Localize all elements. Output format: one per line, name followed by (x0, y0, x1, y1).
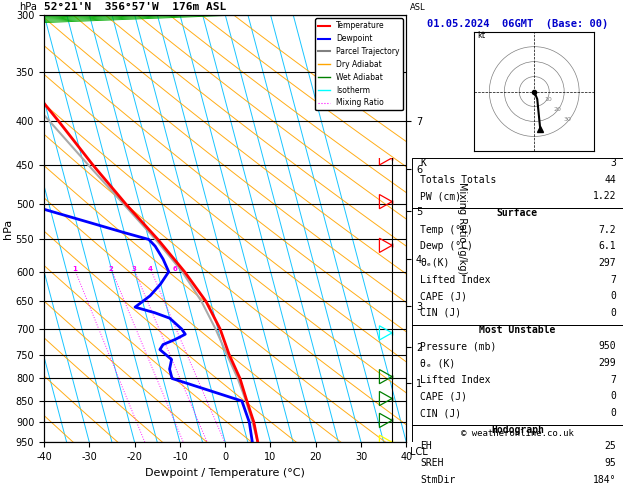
Text: 7.2: 7.2 (599, 225, 616, 235)
Text: CIN (J): CIN (J) (421, 408, 462, 418)
Text: Pressure (mb): Pressure (mb) (421, 341, 497, 351)
Text: © weatheronline.co.uk: © weatheronline.co.uk (461, 429, 574, 438)
Text: Dewp (°C): Dewp (°C) (421, 241, 474, 251)
Text: 950: 950 (599, 341, 616, 351)
X-axis label: Dewpoint / Temperature (°C): Dewpoint / Temperature (°C) (145, 468, 305, 478)
Text: 44: 44 (604, 174, 616, 185)
Text: 0: 0 (611, 308, 616, 318)
Y-axis label: hPa: hPa (3, 218, 13, 239)
Legend: Temperature, Dewpoint, Parcel Trajectory, Dry Adiabat, Wet Adiabat, Isotherm, Mi: Temperature, Dewpoint, Parcel Trajectory… (315, 18, 403, 110)
Text: K: K (421, 158, 426, 168)
Text: 184°: 184° (593, 475, 616, 485)
Text: CAPE (J): CAPE (J) (421, 391, 467, 401)
Text: Temp (°C): Temp (°C) (421, 225, 474, 235)
Text: 297: 297 (599, 258, 616, 268)
Text: 7: 7 (611, 275, 616, 285)
Text: 1: 1 (72, 266, 77, 272)
Text: CIN (J): CIN (J) (421, 308, 462, 318)
Text: 4: 4 (148, 266, 153, 272)
Text: 2: 2 (109, 266, 113, 272)
Text: 95: 95 (604, 458, 616, 468)
Text: 1.22: 1.22 (593, 191, 616, 201)
Text: 3: 3 (611, 158, 616, 168)
Text: 25: 25 (604, 441, 616, 451)
Text: StmDir: StmDir (421, 475, 456, 485)
Text: SREH: SREH (421, 458, 444, 468)
Text: Most Unstable: Most Unstable (479, 325, 555, 335)
Text: Hodograph: Hodograph (491, 425, 544, 434)
Text: Surface: Surface (497, 208, 538, 218)
Text: 0: 0 (611, 391, 616, 401)
Text: 6: 6 (172, 266, 177, 272)
Text: Lifted Index: Lifted Index (421, 375, 491, 385)
Text: 6.1: 6.1 (599, 241, 616, 251)
Text: 3: 3 (131, 266, 136, 272)
Text: 01.05.2024  06GMT  (Base: 00): 01.05.2024 06GMT (Base: 00) (426, 19, 608, 29)
Text: θₑ(K): θₑ(K) (421, 258, 450, 268)
Text: 7: 7 (611, 375, 616, 385)
Text: 0: 0 (611, 408, 616, 418)
Text: θₑ (K): θₑ (K) (421, 358, 456, 368)
Text: km
ASL: km ASL (410, 0, 426, 13)
Text: Totals Totals: Totals Totals (421, 174, 497, 185)
Text: 299: 299 (599, 358, 616, 368)
Y-axis label: Mixing Ratio (g/kg): Mixing Ratio (g/kg) (457, 182, 467, 275)
Text: Lifted Index: Lifted Index (421, 275, 491, 285)
Text: 0: 0 (611, 291, 616, 301)
Text: PW (cm): PW (cm) (421, 191, 462, 201)
Text: 52°21'N  356°57'W  176m ASL: 52°21'N 356°57'W 176m ASL (44, 2, 226, 13)
Text: CAPE (J): CAPE (J) (421, 291, 467, 301)
Text: LCL: LCL (410, 447, 428, 456)
Text: hPa: hPa (19, 2, 36, 13)
Text: EH: EH (421, 441, 432, 451)
